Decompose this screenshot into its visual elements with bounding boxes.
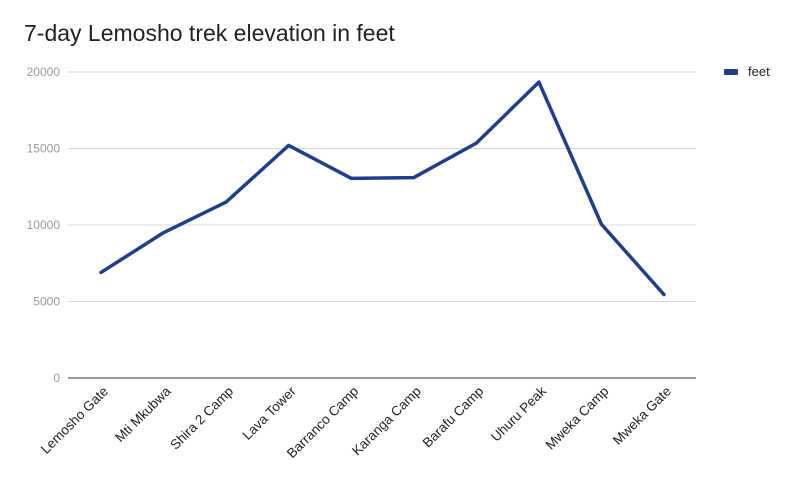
data-point	[537, 80, 541, 84]
x-tick-label: Mti Mkubwa	[112, 383, 174, 445]
y-tick-label: 10000	[27, 218, 61, 232]
data-point	[162, 231, 166, 235]
data-point	[474, 141, 478, 145]
x-tick-label: Shira 2 Camp	[167, 384, 236, 453]
y-tick-label: 20000	[27, 65, 61, 79]
y-tick-label: 0	[53, 371, 60, 385]
legend: feet	[724, 64, 770, 79]
y-tick-label: 5000	[33, 295, 60, 309]
y-tick-label: 15000	[27, 142, 61, 156]
legend-label: feet	[748, 64, 770, 79]
data-point	[412, 176, 416, 180]
series-line	[99, 80, 666, 297]
x-tick-label: Mweka Gate	[610, 384, 674, 448]
x-tick-label: Mweka Camp	[543, 384, 612, 453]
legend-swatch	[724, 69, 738, 75]
x-tick-label: Lemosho Gate	[38, 384, 111, 457]
data-point	[99, 270, 103, 274]
data-point	[349, 176, 353, 180]
gridlines	[68, 71, 696, 302]
data-point	[287, 143, 291, 147]
x-tick-label: Uhuru Peak	[488, 383, 549, 444]
y-axis-ticks: 0 5000 10000 15000 20000	[27, 65, 61, 385]
data-point	[599, 222, 603, 226]
chart-title: 7-day Lemosho trek elevation in feet	[24, 20, 395, 46]
x-tick-label: Barafu Camp	[420, 384, 487, 451]
series-group	[99, 80, 666, 297]
x-tick-label: Lava Tower	[240, 383, 300, 443]
data-point	[662, 293, 666, 297]
data-point	[224, 200, 228, 204]
